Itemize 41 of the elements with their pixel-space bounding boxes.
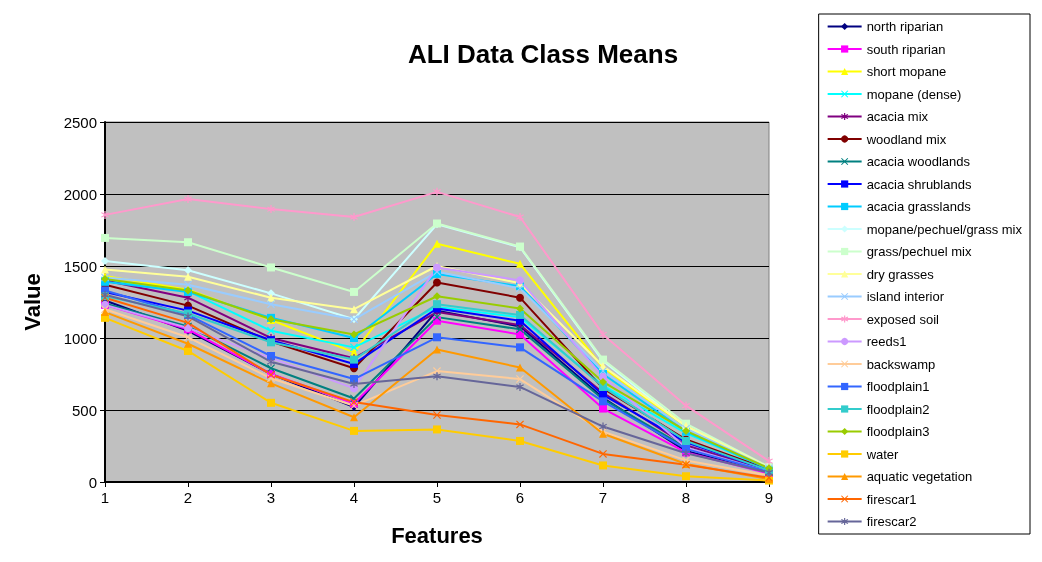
x-tick-label: 2 xyxy=(183,489,193,506)
legend-label: firescar1 xyxy=(866,491,917,507)
legend-label: island interior xyxy=(866,289,945,304)
legend-label: backswamp xyxy=(866,356,936,372)
x-tick-label: 7 xyxy=(598,489,608,506)
x-tick-label: 6 xyxy=(515,489,525,506)
x-tick-label: 5 xyxy=(432,489,442,506)
legend-label: woodland mix xyxy=(865,131,947,147)
legend-label: floodplain2 xyxy=(866,401,930,417)
legend-label: reeds1 xyxy=(866,334,907,349)
legend-label: aquatic vegetation xyxy=(866,469,973,484)
legend-label: water xyxy=(865,446,900,462)
x-axis-title: Features xyxy=(391,522,483,548)
legend-label: acacia grasslands xyxy=(866,199,972,214)
legend-label: floodplain3 xyxy=(866,424,930,439)
y-tick-label: 1500 xyxy=(63,257,97,275)
x-tick-label: 3 xyxy=(266,489,276,506)
legend-label: north riparian xyxy=(866,19,944,34)
chart-title: ALI Data Class Means xyxy=(407,39,679,69)
legend-label: acacia shrublands xyxy=(866,176,972,192)
legend-label: south riparian xyxy=(866,41,946,57)
legend-label: mopane/pechuel/grass mix xyxy=(866,221,1023,237)
legend-label: short mopane xyxy=(866,64,947,79)
x-tick-label: 8 xyxy=(681,489,691,506)
x-tick-label: 1 xyxy=(100,489,110,506)
legend-label: mopane (dense) xyxy=(866,86,962,102)
legend-label: floodplain1 xyxy=(866,379,930,394)
legend-label: acacia woodlands xyxy=(866,154,971,169)
y-tick-label: 0 xyxy=(88,473,97,491)
y-axis-title: Value xyxy=(19,273,45,331)
y-tick-label: 500 xyxy=(71,401,97,419)
y-tick-label: 1000 xyxy=(63,329,97,347)
y-tick-label: 2500 xyxy=(63,113,97,131)
x-tick-label: 9 xyxy=(764,489,774,506)
legend-label: exposed soil xyxy=(866,311,940,327)
legend-label: grass/pechuel mix xyxy=(866,244,972,259)
y-tick-label: 2000 xyxy=(63,185,97,203)
legend-label: acacia mix xyxy=(866,109,929,124)
legend-label: firescar2 xyxy=(866,514,917,529)
x-tick-label: 4 xyxy=(349,489,359,506)
legend-label: dry grasses xyxy=(866,266,935,282)
